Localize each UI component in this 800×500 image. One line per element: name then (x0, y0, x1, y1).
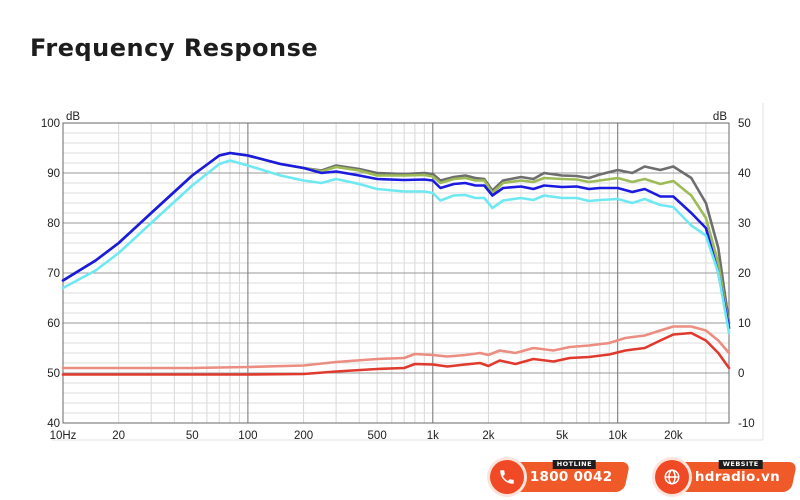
x-tick-label: 20k (664, 430, 683, 442)
chart-labels: 10Hz 20 50 100 200 500 1k 2k 5k 10k 20k10090807060… (41, 111, 755, 442)
x-tick-label: 5k (556, 430, 568, 442)
y-tick-label-right: 0 (738, 368, 744, 380)
series-line-pink (61, 325, 731, 370)
y-tick-label-right: 50 (738, 118, 751, 130)
y-tick-label-right: 30 (738, 218, 751, 230)
y-tick-label-left: 40 (47, 418, 60, 430)
x-tick-label: 10Hz (50, 430, 77, 442)
series-line-blue (61, 151, 731, 330)
y-tick-label-left: 80 (47, 218, 60, 230)
y-tick-label-right: 20 (738, 268, 751, 280)
website-pill: WEBSITE hdradio.vn (673, 459, 798, 492)
plot-frame (62, 122, 730, 424)
website-url[interactable]: hdradio.vn (694, 469, 780, 485)
page-title: Frequency Response (30, 34, 319, 62)
y-tick-label-left: 100 (41, 118, 60, 130)
x-tick-label: 2k (482, 430, 494, 442)
x-tick-label: 10k (608, 430, 627, 442)
chart-series (61, 151, 731, 376)
chart-grid (52, 103, 764, 441)
y-tick-label-right: -10 (738, 418, 755, 430)
y-tick-label-left: 50 (47, 368, 60, 380)
y-tick-label-left: 90 (47, 168, 60, 180)
x-tick-label: 50 (186, 430, 199, 442)
x-tick-label: 100 (238, 430, 257, 442)
left-axis-unit: dB (66, 111, 80, 123)
x-tick-label: 1k (427, 430, 439, 442)
x-tick-label: 20 (112, 430, 125, 442)
y-tick-label-right: 40 (738, 168, 751, 180)
y-tick-label-right: 10 (738, 318, 751, 330)
right-axis-unit: dB (713, 111, 727, 123)
series-line-cyan (61, 159, 731, 335)
globe-icon (655, 460, 689, 494)
hotline-number[interactable]: 1800 0042 (529, 469, 613, 485)
hotline-label: HOTLINE (552, 459, 596, 468)
y-tick-label-left: 70 (47, 268, 60, 280)
y-tick-label-left: 60 (47, 318, 60, 330)
hotline-pill: HOTLINE 1800 0042 (508, 459, 630, 492)
hotline-badge[interactable]: HOTLINE 1800 0042 (490, 458, 630, 496)
series-line-red (61, 331, 731, 376)
website-label: WEBSITE (718, 459, 763, 468)
phone-icon (490, 460, 524, 494)
x-tick-label: 200 (294, 430, 313, 442)
website-badge[interactable]: WEBSITE hdradio.vn (655, 458, 798, 496)
x-tick-label: 500 (368, 430, 387, 442)
